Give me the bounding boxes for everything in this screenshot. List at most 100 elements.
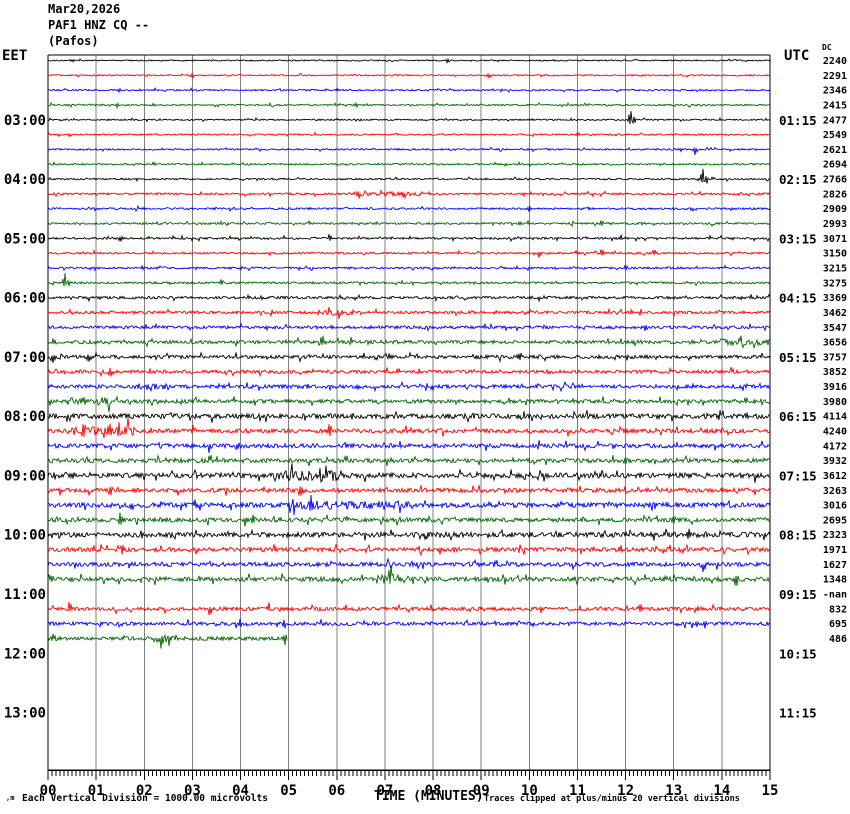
seismo-trace-black (47, 409, 771, 424)
trace-dc-value: 3916 (823, 382, 847, 393)
header-station: PAF1 HNZ CQ -- (48, 18, 150, 32)
eet-hour-label: 05:00 (4, 231, 46, 247)
trace-dc-value: 1971 (823, 545, 847, 556)
seismo-trace-red (47, 601, 771, 616)
x-tick-label: 10 (521, 783, 538, 799)
seismo-trace-blue (47, 86, 771, 94)
seismo-trace-black (47, 293, 771, 303)
x-tick-label: 15 (762, 783, 779, 799)
seismo-trace-blue (47, 557, 771, 573)
utc-hour-label: 03:15 (779, 231, 817, 246)
trace-dc-value: 3263 (823, 486, 847, 497)
eet-hour-label: 13:00 (4, 706, 46, 722)
seismo-trace-black (47, 528, 771, 542)
eet-hour-label: 12:00 (4, 646, 46, 662)
trace-dc-value: 4114 (823, 412, 847, 423)
eet-hour-label: 09:00 (4, 468, 46, 484)
x-tick-label: 05 (280, 783, 297, 799)
seismo-trace-green (47, 335, 771, 350)
eet-hour-label: 04:00 (4, 172, 46, 188)
trace-dc-value: 1348 (823, 575, 847, 586)
seismo-trace-red (47, 417, 771, 438)
utc-hour-label: 10:15 (779, 646, 817, 661)
seismo-trace-green (47, 512, 771, 527)
trace-dc-value: 2909 (823, 204, 847, 215)
trace-dc-value: -nan (823, 590, 847, 601)
eet-hour-label: 07:00 (4, 350, 46, 366)
x-tick-label: 09 (473, 783, 490, 799)
utc-hour-label: 05:15 (779, 350, 817, 365)
seismo-trace-red (47, 543, 771, 557)
trace-dc-value: 3016 (823, 501, 847, 512)
trace-dc-value: 3656 (823, 338, 847, 349)
eet-hour-label: 08:00 (4, 409, 46, 425)
x-tick-label: 11 (569, 783, 586, 799)
utc-hour-label: 06:15 (779, 409, 817, 424)
trace-dc-value: 2549 (823, 130, 847, 141)
seismo-trace-green (47, 273, 771, 287)
trace-dc-value: 1627 (823, 560, 847, 571)
trace-dc-value: 3275 (823, 278, 847, 289)
x-tick-label: 14 (713, 783, 730, 799)
seismo-trace-black (47, 57, 771, 65)
trace-dc-value: 2993 (823, 219, 847, 230)
trace-dc-value: 2621 (823, 145, 847, 156)
utc-hour-label: 01:15 (779, 113, 817, 128)
trace-dc-value: 3932 (823, 456, 847, 467)
eet-hour-label: 06:00 (4, 291, 46, 307)
eet-hour-label: 11:00 (4, 587, 46, 603)
x-axis-title: TIME (MINUTES) (374, 789, 484, 804)
seismo-trace-green (47, 101, 771, 110)
seismo-trace-blue (47, 321, 771, 332)
trace-dc-value: 3369 (823, 293, 847, 304)
seismo-trace-green (47, 565, 770, 587)
seismo-trace-green (47, 454, 771, 467)
seismo-trace-green (47, 160, 771, 168)
trace-dc-value: 2346 (823, 86, 847, 97)
trace-dc-value: 3612 (823, 471, 847, 482)
trace-dc-value: 832 (829, 604, 847, 615)
utc-hour-label: 11:15 (779, 706, 817, 721)
trace-dc-value: 2323 (823, 530, 847, 541)
trace-dc-value: 486 (829, 634, 847, 645)
trace-dc-value: 3757 (823, 352, 847, 363)
trace-dc-value: 2240 (823, 56, 847, 67)
seismo-trace-red (47, 306, 771, 320)
seismo-trace-green (47, 219, 771, 228)
x-tick-label: 07 (377, 783, 394, 799)
footer-mark: ,m (6, 794, 15, 802)
seismo-trace-blue (47, 440, 771, 454)
trace-dc-value: 2766 (823, 175, 847, 186)
trace-dc-value: 2291 (823, 71, 847, 82)
seismo-trace-green (47, 633, 288, 649)
footer-division-note: Each Vertical Division = 1000.00 microvo… (22, 793, 268, 804)
eet-hour-label: 10:00 (4, 528, 46, 544)
trace-dc-value: 695 (829, 619, 847, 630)
seismo-trace-black (47, 168, 771, 184)
trace-dc-value: 3852 (823, 367, 847, 378)
trace-dc-value: 2477 (823, 115, 847, 126)
seismo-trace-red (47, 72, 771, 80)
seismo-trace-red (47, 249, 771, 258)
trace-dc-value: 3547 (823, 323, 847, 334)
seismo-trace-green (47, 394, 771, 413)
x-tick-label: 04 (232, 783, 249, 799)
footer-clip-note: Traces clipped at plus/minus 20 vertical… (484, 794, 740, 804)
seismo-trace-black (47, 111, 771, 125)
seismo-trace-blue (47, 263, 771, 272)
trace-dc-value: 3215 (823, 263, 847, 274)
header-location: (Pafos) (48, 34, 99, 48)
seismo-trace-blue (47, 380, 771, 393)
x-tick-label: 13 (665, 783, 682, 799)
seismo-trace-blue (48, 494, 771, 516)
seismo-trace-red (47, 485, 771, 497)
trace-dc-value: 4172 (823, 441, 847, 452)
seismo-trace-black (47, 463, 771, 483)
x-tick-label: 02 (136, 783, 153, 799)
trace-dc-value: 3980 (823, 397, 847, 408)
utc-hour-label: 02:15 (779, 172, 817, 187)
trace-dc-value: 3462 (823, 308, 847, 319)
x-tick-label: 00 (40, 783, 57, 799)
